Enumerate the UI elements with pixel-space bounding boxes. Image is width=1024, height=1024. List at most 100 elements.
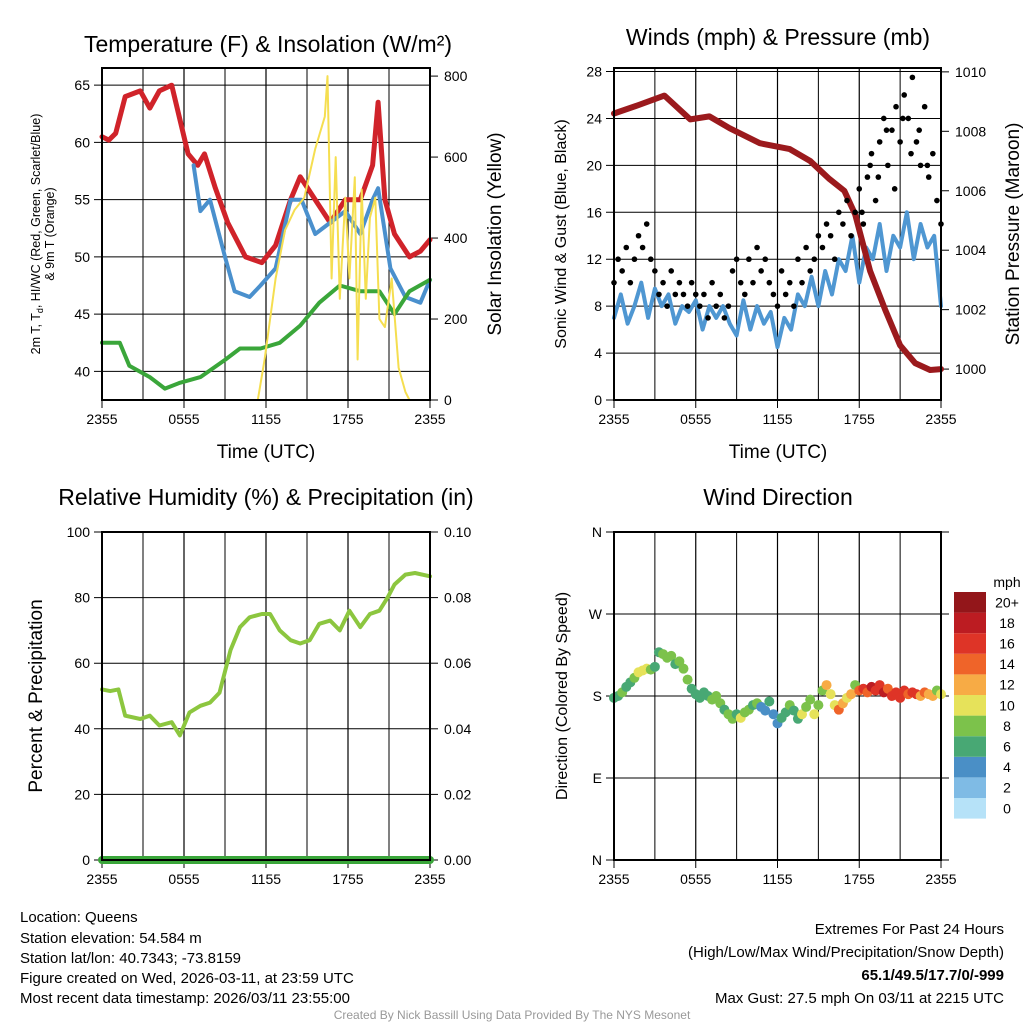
gust-point xyxy=(631,256,638,263)
gust-point xyxy=(924,162,931,169)
colorbar-swatch xyxy=(954,633,986,654)
gust-point xyxy=(762,256,769,263)
gust-point xyxy=(684,303,691,309)
wind-direction-point xyxy=(674,656,685,667)
max-gust-text: Max Gust: 27.5 mph On 03/11 at 2215 UTC xyxy=(715,990,1004,1007)
gust-point xyxy=(733,256,740,263)
gust-point xyxy=(901,92,908,98)
right-y-tick-label: 0.00 xyxy=(444,852,471,868)
wind-direction-point xyxy=(788,705,799,716)
y-tick-label: 0 xyxy=(594,392,602,408)
y-tick-label: 50 xyxy=(74,249,90,265)
gust-point xyxy=(619,268,625,274)
x-tick-label: 0555 xyxy=(168,871,199,887)
y-tick-label: S xyxy=(593,688,602,704)
extremes-values: 65.1/49.5/17.7/0/-999 xyxy=(861,967,1004,984)
wind-direction-point xyxy=(821,680,832,691)
winds-chart-title: Winds (mph) & Pressure (mb) xyxy=(626,24,930,50)
gust-point xyxy=(885,162,891,169)
wind-direction-point xyxy=(801,701,812,712)
y-tick-label: 16 xyxy=(586,204,602,220)
plot-frame xyxy=(101,67,431,401)
colorbar-swatch xyxy=(954,715,986,737)
x-tick-label: 1755 xyxy=(332,411,363,427)
gust-point xyxy=(778,268,785,274)
recent-data-text: Most recent data timestamp: 2026/03/11 2… xyxy=(20,990,350,1007)
gust-point xyxy=(868,150,875,157)
wind-direction-point xyxy=(768,709,779,720)
chart-panel-3: N E S W N 2355 0555 1155 1755 2355 0 2 4 6 8 10 12 14 16 18… xyxy=(589,524,1021,887)
gust-point xyxy=(754,244,760,251)
gust-point xyxy=(668,268,675,274)
colorbar-swatch xyxy=(954,612,986,634)
gust-point xyxy=(758,268,764,274)
plot-frame xyxy=(613,67,942,401)
gust-point xyxy=(908,150,914,157)
gust-point xyxy=(921,103,928,110)
wind-direction-point xyxy=(760,705,771,716)
series-station-pressure xyxy=(611,92,944,373)
figure-created-text: Figure created on Wed, 2026-03-11, at 23… xyxy=(20,970,354,987)
right-y-tick-label: 1008 xyxy=(955,123,986,139)
gust-point xyxy=(807,268,813,274)
gust-point xyxy=(856,186,863,192)
gust-point xyxy=(697,303,703,309)
x-tick-label: 2355 xyxy=(86,871,117,887)
chart-panel-2: 0 20 40 60 80 100 0.00 0.02 0.04 0.06 0.08 0.10 2355… xyxy=(67,524,472,887)
gust-point xyxy=(709,279,715,286)
gust-point xyxy=(827,232,834,239)
colorbar-label: 0 xyxy=(1003,800,1011,816)
x-tick-label: 0555 xyxy=(680,411,711,427)
x-tick-label: 2355 xyxy=(925,411,956,427)
gust-point xyxy=(627,279,634,286)
gust-point xyxy=(930,150,936,157)
right-y-tick-label: 0 xyxy=(444,392,452,408)
y-tick-label: 60 xyxy=(74,655,90,671)
gust-point xyxy=(844,197,850,204)
gust-point xyxy=(840,221,846,227)
gust-point xyxy=(836,209,842,216)
right-y-tick-label: 1010 xyxy=(955,64,986,80)
colorbar-label: 6 xyxy=(1003,739,1011,755)
gust-point xyxy=(864,174,871,180)
gust-point xyxy=(891,186,898,192)
ylabel-subscript: d xyxy=(35,308,45,313)
series-sonic-wind xyxy=(612,210,943,350)
wind-direction-point xyxy=(825,689,836,700)
y-tick-label: 8 xyxy=(594,298,602,314)
gust-point xyxy=(676,279,683,286)
gust-point xyxy=(782,291,789,298)
gust-point xyxy=(811,256,818,263)
series-relative-humidity xyxy=(100,571,432,738)
gust-point xyxy=(905,115,912,122)
x-tick-label: 1155 xyxy=(251,411,281,427)
gust-point xyxy=(897,139,903,145)
gust-point xyxy=(635,232,642,239)
extremes-legend: (High/Low/Max Wind/Precipitation/Snow De… xyxy=(688,944,1004,961)
wind-direction-point xyxy=(874,680,885,691)
x-tick-label: 2355 xyxy=(598,411,629,427)
humidity-chart-title: Relative Humidity (%) & Precipitation (i… xyxy=(58,484,473,510)
gust-point xyxy=(725,303,732,309)
colorbar-label: 12 xyxy=(999,677,1015,693)
colorbar-swatch xyxy=(954,777,986,798)
colorbar-label: 10 xyxy=(999,697,1015,713)
gust-point xyxy=(913,139,920,145)
right-y-tick-label: 0.02 xyxy=(444,786,471,802)
gust-point xyxy=(791,303,797,309)
gust-point xyxy=(742,291,748,298)
y-tick-label: N xyxy=(592,524,602,540)
y-tick-label: 20 xyxy=(74,786,90,802)
colorbar-swatch xyxy=(954,674,986,695)
gust-point xyxy=(883,127,890,133)
gust-point xyxy=(860,221,867,227)
gust-point xyxy=(729,268,736,274)
direction-y-axis-title: Direction (Colored By Speed) xyxy=(554,592,571,800)
colorbar-label: 16 xyxy=(999,636,1015,652)
gust-point xyxy=(656,291,662,298)
y-tick-label: 4 xyxy=(594,345,602,361)
gust-point xyxy=(852,209,858,216)
temperature-y-axis-title: 2m T, Td, HI/WC (Red, Green, Scarlet/Blu… xyxy=(29,114,45,355)
gust-point xyxy=(766,279,773,286)
